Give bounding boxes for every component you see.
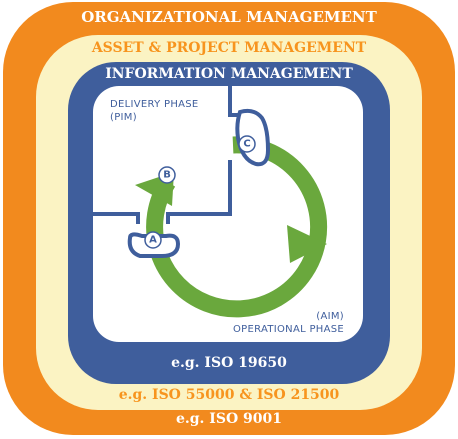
node-b-letter: B bbox=[163, 170, 171, 181]
node-a-marker bbox=[144, 231, 162, 249]
information-standard-label: e.g. ISO 19650 bbox=[171, 355, 287, 371]
node-b-marker bbox=[158, 166, 176, 184]
operational-phase-name: OPERATIONAL PHASE bbox=[233, 324, 344, 335]
operational-phase-code: (AIM) bbox=[316, 311, 344, 322]
delivery-phase-code: (PIM) bbox=[110, 112, 137, 123]
delivery-phase-label: DELIVERY PHASE (PIM) bbox=[110, 98, 199, 124]
node-c-letter: C bbox=[243, 139, 250, 150]
organizational-management-title: ORGANIZATIONAL MANAGEMENT bbox=[81, 8, 377, 26]
phase-boundary-middle bbox=[166, 160, 232, 224]
node-c-marker bbox=[238, 135, 256, 153]
operational-phase-label: (AIM) OPERATIONAL PHASE bbox=[226, 310, 344, 336]
delivery-phase-name: DELIVERY PHASE bbox=[110, 99, 199, 110]
cycle-arc bbox=[146, 136, 328, 318]
asset-project-standard-label: e.g. ISO 55000 & ISO 21500 bbox=[118, 387, 340, 403]
organizational-standard-label: e.g. ISO 9001 bbox=[175, 411, 282, 427]
node-a-letter: A bbox=[149, 235, 157, 246]
cycle-arrow-right bbox=[287, 225, 327, 263]
phase-boundary-left bbox=[93, 212, 140, 224]
information-management-title: INFORMATION MANAGEMENT bbox=[105, 66, 353, 82]
asset-project-management-title: ASSET & PROJECT MANAGEMENT bbox=[91, 40, 367, 56]
